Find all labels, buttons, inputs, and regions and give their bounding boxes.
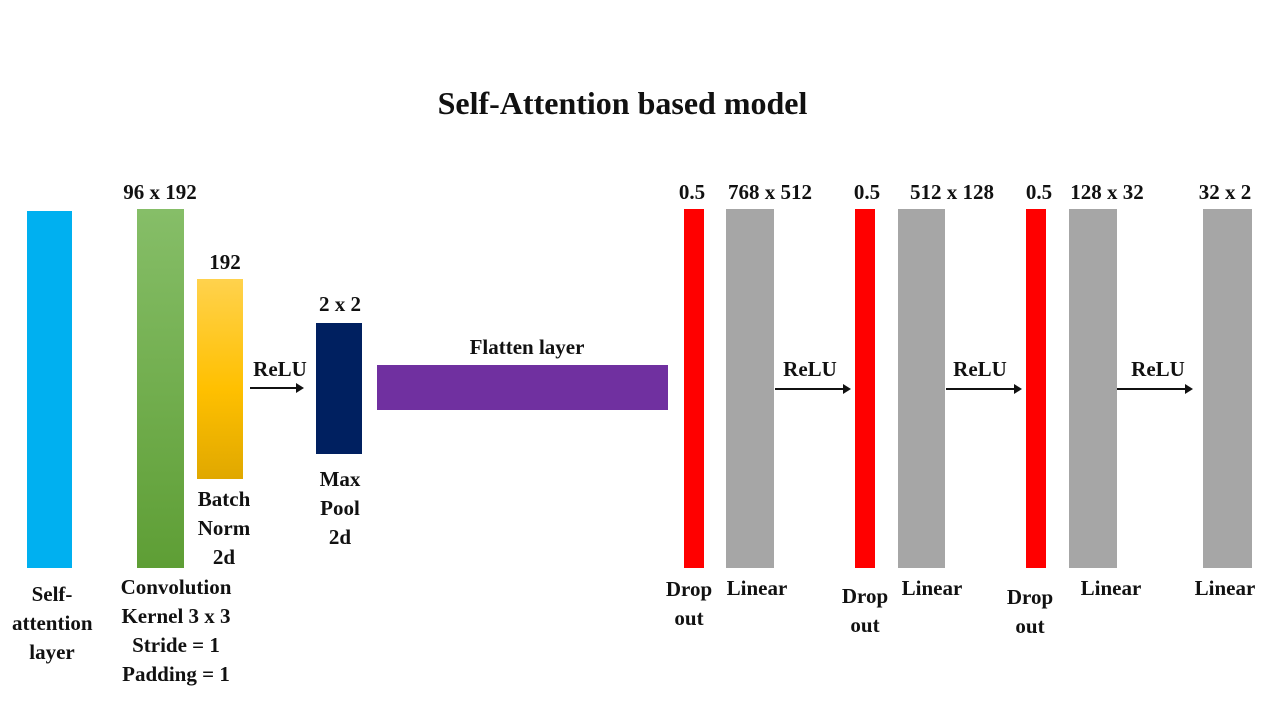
dropout-label-3: Drop out [1006,585,1054,638]
linear-block-1 [726,209,774,568]
max-pool-block [316,323,362,454]
linear-dims-1: 768 x 512 [728,180,812,204]
self-attention-block [27,211,72,568]
diagram-title: Self-Attention based model [437,85,808,121]
relu-arrow-1 [250,383,304,393]
linear-label-4: Linear [1194,576,1256,600]
batch-norm-block [197,279,243,479]
relu-label-4: ReLU [1131,357,1185,381]
linear-block-4 [1203,209,1252,568]
linear-label-2: Linear [901,576,963,600]
dropout-label-2: Drop out [841,584,889,637]
linear-label-1: Linear [726,576,788,600]
linear-dims-2: 512 x 128 [910,180,994,204]
dropout-label-1: Drop out [665,577,713,630]
linear-dims-3: 128 x 32 [1070,180,1144,204]
self-attention-label: Self- attention layer [12,582,93,664]
conv-dims-label: 96 x 192 [123,180,197,204]
dropout-rate-2: 0.5 [853,180,881,204]
relu-arrow-4 [1117,384,1193,394]
flatten-label: Flatten layer [469,335,585,359]
dropout-block-2 [855,209,875,568]
batch-norm-label: Batch Norm 2d [197,487,251,569]
relu-arrow-3 [946,384,1022,394]
linear-block-2 [898,209,945,568]
dropout-rate-1: 0.5 [678,180,706,204]
relu-label-1: ReLU [253,357,307,381]
convolution-block [137,209,184,568]
relu-label-2: ReLU [783,357,837,381]
flatten-block [377,365,668,410]
relu-label-3: ReLU [953,357,1007,381]
linear-dims-4: 32 x 2 [1198,180,1252,204]
bn-dims-label: 192 [209,250,241,274]
dropout-block-1 [684,209,704,568]
dropout-block-3 [1026,209,1046,568]
pool-dims-label: 2 x 2 [319,292,361,316]
convolution-label: Convolution Kernel 3 x 3 Stride = 1 Padd… [120,575,232,686]
relu-arrow-2 [775,384,851,394]
dropout-rate-3: 0.5 [1025,180,1053,204]
max-pool-label: Max Pool 2d [319,467,361,549]
linear-block-3 [1069,209,1117,568]
linear-label-3: Linear [1080,576,1142,600]
